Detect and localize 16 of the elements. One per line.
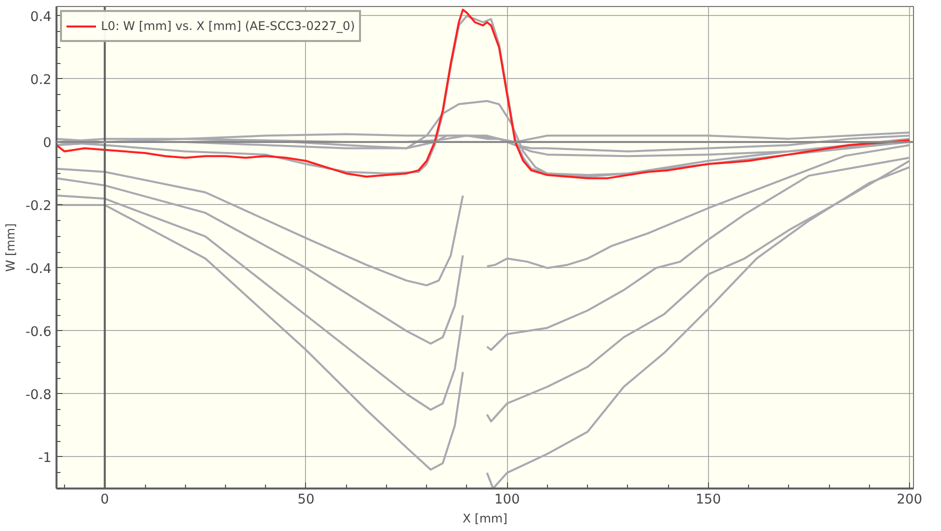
y-tick-label: -0.4 bbox=[25, 262, 52, 277]
x-tick-label: 150 bbox=[696, 492, 722, 508]
x-tick-label: 100 bbox=[494, 492, 520, 508]
x-tick-label: 0 bbox=[100, 492, 110, 508]
y-tick-label: -1 bbox=[38, 450, 52, 466]
y-axis-title: W [mm] bbox=[3, 223, 18, 272]
y-tick-label: 0.4 bbox=[30, 10, 52, 25]
y-tick-label: -0.6 bbox=[25, 324, 52, 340]
x-axis-title: X [mm] bbox=[462, 512, 508, 526]
y-tick-label: -0.2 bbox=[25, 198, 52, 214]
y-tick-label: 0 bbox=[43, 136, 52, 151]
y-tick-label: 0.2 bbox=[30, 72, 52, 88]
legend-label: L0: W [mm] vs. X [mm] (AE-SCC3-0227_0) bbox=[101, 19, 355, 33]
y-tick-label: -0.8 bbox=[25, 388, 52, 403]
x-tick-label: 50 bbox=[297, 492, 314, 508]
x-tick-label: 200 bbox=[896, 492, 922, 508]
